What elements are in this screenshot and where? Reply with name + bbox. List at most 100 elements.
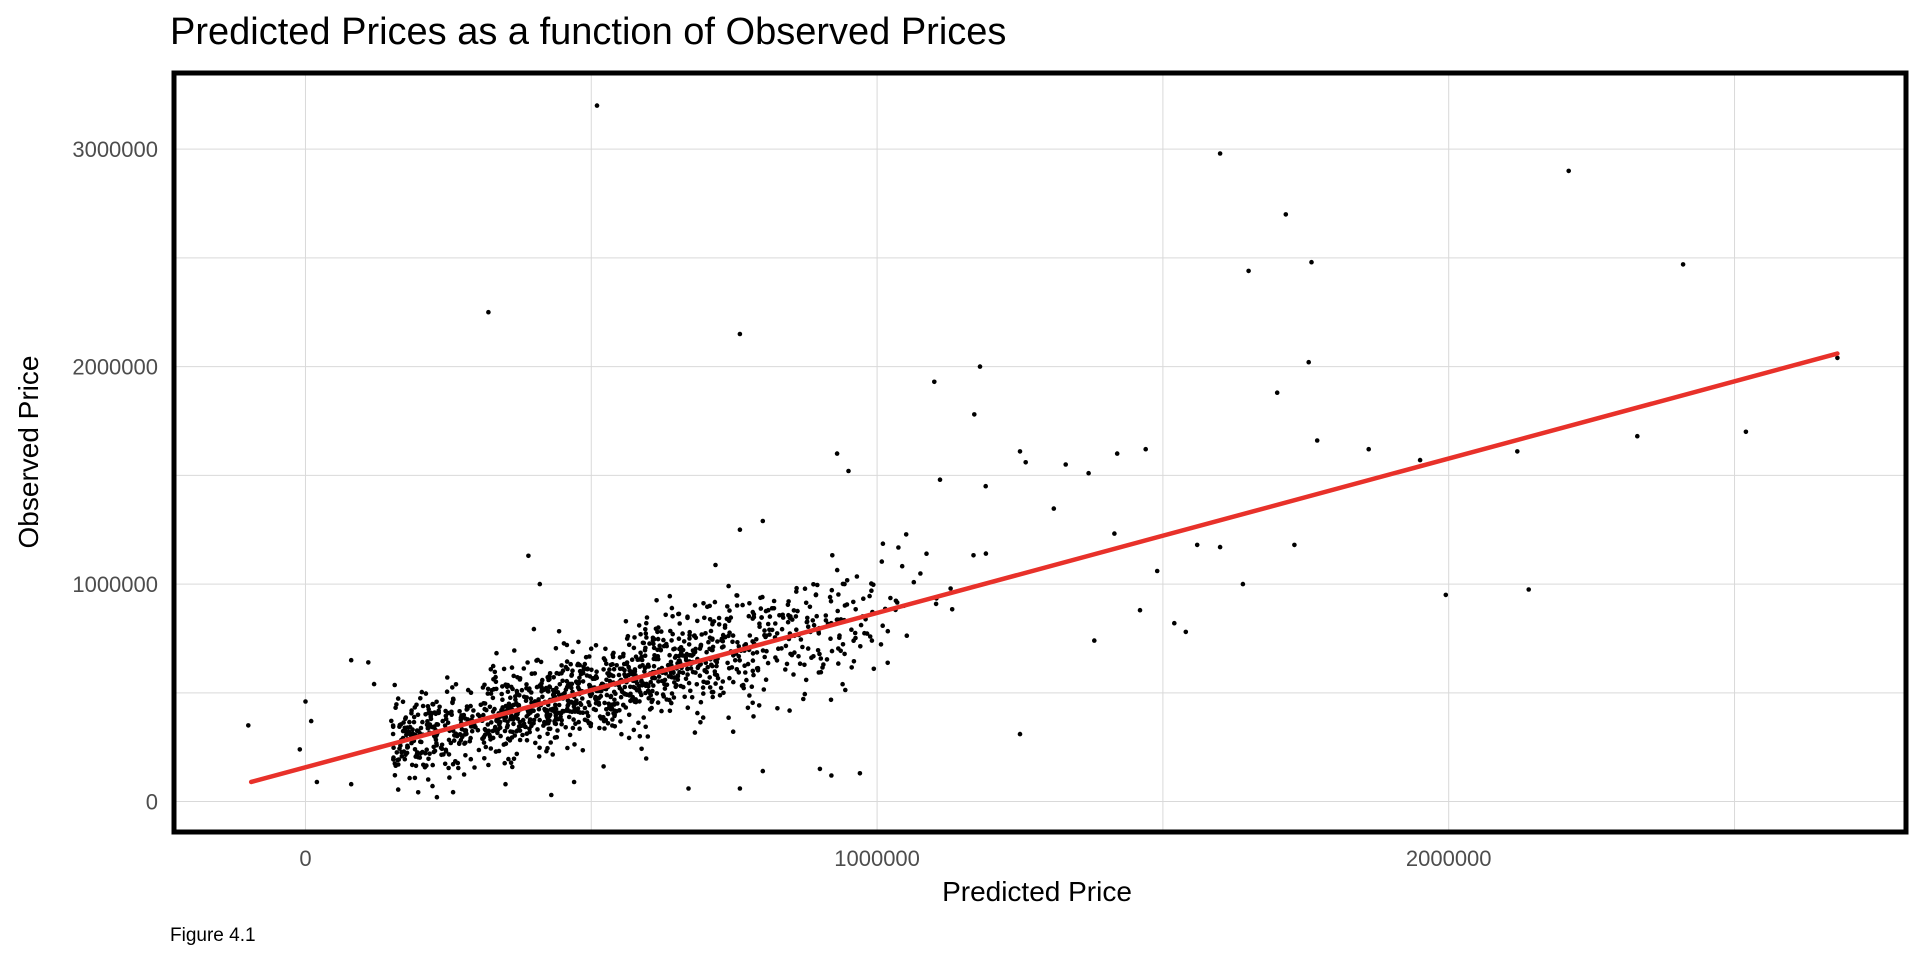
data-point [308, 718, 314, 724]
data-point [720, 638, 726, 644]
data-point [527, 717, 533, 723]
data-point [711, 619, 717, 624]
data-point [656, 656, 661, 662]
data-point [564, 642, 570, 648]
data-point [524, 686, 529, 691]
data-point [721, 690, 726, 696]
data-point [669, 691, 675, 696]
data-point [1515, 449, 1520, 454]
data-point [1017, 731, 1023, 737]
data-point [911, 579, 917, 585]
data-point [937, 477, 943, 483]
data-point [757, 621, 762, 626]
data-point [677, 646, 682, 652]
data-point [1112, 531, 1117, 536]
data-point [817, 651, 822, 657]
data-point [568, 661, 573, 667]
data-point [642, 647, 648, 653]
data-point [813, 592, 819, 598]
data-point [1023, 460, 1028, 465]
data-point [707, 617, 713, 622]
data-point [730, 639, 735, 645]
data-point [602, 726, 607, 731]
data-point [569, 709, 575, 715]
data-point [445, 675, 450, 680]
data-point [415, 750, 420, 755]
data-point [834, 451, 840, 456]
data-point [246, 723, 251, 728]
data-point [773, 655, 778, 660]
data-point [626, 712, 632, 718]
data-point [533, 740, 538, 746]
data-point [394, 750, 400, 755]
data-point [509, 684, 514, 690]
data-point [867, 593, 872, 599]
data-point [818, 656, 824, 661]
data-point [651, 641, 656, 647]
data-point [971, 553, 976, 558]
data-point [494, 686, 499, 692]
data-point [508, 704, 513, 709]
data-point [416, 729, 421, 734]
data-point [483, 744, 489, 750]
data-point [524, 738, 530, 743]
data-point [443, 716, 449, 722]
data-point [1114, 451, 1120, 456]
data-point [434, 699, 439, 705]
data-point [597, 725, 602, 731]
data-point [732, 658, 738, 663]
data-point [534, 658, 539, 663]
data-point [405, 745, 410, 750]
data-point [482, 701, 488, 706]
data-point [676, 611, 682, 617]
data-point [767, 614, 773, 619]
data-point [415, 754, 421, 760]
data-point [629, 657, 635, 662]
data-point [570, 725, 576, 731]
data-point [314, 779, 320, 785]
data-point [810, 618, 816, 623]
data-point [1274, 390, 1280, 396]
data-point [745, 705, 751, 711]
data-point [632, 635, 637, 640]
data-point [399, 749, 404, 755]
data-point [750, 700, 755, 706]
data-point [736, 654, 742, 659]
data-point [557, 682, 563, 687]
data-point [756, 703, 762, 708]
data-point [648, 679, 653, 685]
data-point [707, 685, 713, 690]
data-point [481, 740, 487, 745]
data-point [668, 659, 674, 665]
data-point [430, 702, 436, 707]
data-point [861, 596, 866, 601]
data-point [529, 723, 534, 729]
data-point [1217, 544, 1223, 550]
data-point [716, 622, 722, 627]
data-point [686, 786, 691, 791]
data-point [488, 667, 494, 672]
data-point [726, 715, 731, 720]
data-point [389, 718, 394, 724]
data-point [671, 695, 677, 700]
data-point [614, 663, 619, 668]
data-point [1417, 457, 1423, 463]
data-point [562, 690, 567, 696]
data-point [758, 606, 764, 611]
data-point [683, 676, 689, 682]
data-point [745, 661, 751, 667]
data-point [676, 636, 682, 641]
data-point [552, 719, 557, 724]
data-point [867, 634, 873, 639]
data-point [402, 756, 408, 762]
data-point [446, 752, 452, 757]
data-point [765, 660, 771, 666]
data-point [496, 748, 502, 754]
data-point [571, 717, 576, 722]
y-tick-label: 0 [146, 790, 158, 815]
data-point [750, 658, 756, 663]
data-point [614, 709, 619, 714]
data-point [622, 668, 627, 673]
data-point [794, 627, 799, 632]
data-point [605, 721, 611, 726]
